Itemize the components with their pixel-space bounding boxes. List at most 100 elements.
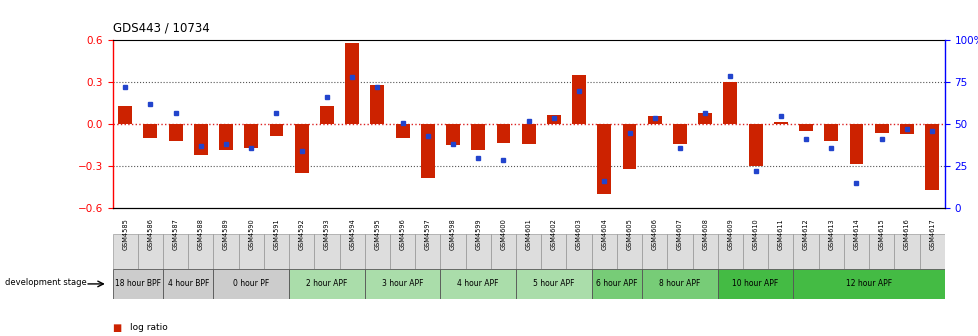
Bar xyxy=(697,113,711,124)
Text: GSM4606: GSM4606 xyxy=(651,219,657,250)
Text: GSM4617: GSM4617 xyxy=(928,219,934,250)
Bar xyxy=(792,269,944,299)
Bar xyxy=(264,234,289,269)
Text: GSM4612: GSM4612 xyxy=(802,219,808,250)
Text: 5 hour APF: 5 hour APF xyxy=(533,280,574,288)
Bar xyxy=(742,234,768,269)
Text: GDS443 / 10734: GDS443 / 10734 xyxy=(112,22,209,34)
Bar xyxy=(168,124,182,141)
Text: 4 hour BPF: 4 hour BPF xyxy=(167,280,208,288)
Bar xyxy=(339,234,365,269)
Text: GSM4597: GSM4597 xyxy=(424,219,430,250)
Text: log ratio: log ratio xyxy=(130,323,168,332)
Text: 2 hour APF: 2 hour APF xyxy=(306,280,347,288)
Bar xyxy=(691,234,717,269)
Bar xyxy=(470,124,485,150)
Text: GSM4607: GSM4607 xyxy=(676,219,683,250)
Bar xyxy=(591,269,642,299)
Bar xyxy=(918,234,944,269)
Text: GSM4601: GSM4601 xyxy=(525,219,531,250)
Bar xyxy=(773,122,787,124)
Text: 18 hour BPF: 18 hour BPF xyxy=(114,280,160,288)
Bar xyxy=(415,234,440,269)
Text: GSM4602: GSM4602 xyxy=(551,219,556,250)
Bar xyxy=(597,124,610,194)
Bar xyxy=(868,234,893,269)
Text: GSM4595: GSM4595 xyxy=(374,219,380,250)
Bar xyxy=(571,75,586,124)
Text: 0 hour PF: 0 hour PF xyxy=(233,280,269,288)
Bar xyxy=(289,234,314,269)
Bar xyxy=(496,124,510,142)
Bar xyxy=(591,234,616,269)
Text: GSM4599: GSM4599 xyxy=(474,219,481,250)
Bar xyxy=(345,43,359,124)
Text: GSM4615: GSM4615 xyxy=(878,219,884,250)
Bar xyxy=(163,269,213,299)
Text: GSM4613: GSM4613 xyxy=(827,219,833,250)
Text: GSM4610: GSM4610 xyxy=(752,219,758,250)
Bar xyxy=(823,124,837,141)
Text: GSM4600: GSM4600 xyxy=(500,219,506,250)
Bar xyxy=(818,234,843,269)
Bar xyxy=(138,234,163,269)
Bar xyxy=(893,234,918,269)
Text: ■: ■ xyxy=(112,323,121,333)
Text: development stage: development stage xyxy=(5,278,87,287)
Bar xyxy=(213,234,239,269)
Bar xyxy=(515,234,541,269)
Bar xyxy=(389,234,415,269)
Text: GSM4587: GSM4587 xyxy=(172,219,178,250)
Text: GSM4586: GSM4586 xyxy=(148,219,154,250)
Text: GSM4616: GSM4616 xyxy=(903,219,909,250)
Bar xyxy=(294,124,308,173)
Bar xyxy=(622,124,636,169)
Text: 3 hour APF: 3 hour APF xyxy=(381,280,422,288)
Bar xyxy=(521,124,535,144)
Text: 6 hour APF: 6 hour APF xyxy=(596,280,637,288)
Bar xyxy=(213,269,289,299)
Bar xyxy=(365,234,389,269)
Bar xyxy=(440,234,466,269)
Bar xyxy=(244,124,258,148)
Bar xyxy=(849,124,863,164)
Bar xyxy=(924,124,938,190)
Bar xyxy=(616,234,642,269)
Bar xyxy=(899,124,912,134)
Bar xyxy=(723,82,736,124)
Text: GSM4585: GSM4585 xyxy=(122,219,128,250)
Text: GSM4598: GSM4598 xyxy=(450,219,456,250)
Text: GSM4588: GSM4588 xyxy=(198,219,203,250)
Text: GSM4593: GSM4593 xyxy=(324,219,330,250)
Text: GSM4591: GSM4591 xyxy=(273,219,279,250)
Text: GSM4596: GSM4596 xyxy=(399,219,405,250)
Bar xyxy=(748,124,762,166)
Bar xyxy=(269,124,284,135)
Bar xyxy=(446,124,460,145)
Bar xyxy=(490,234,515,269)
Bar xyxy=(566,234,591,269)
Text: 8 hour APF: 8 hour APF xyxy=(658,280,700,288)
Bar xyxy=(547,115,560,124)
Text: GSM4590: GSM4590 xyxy=(248,219,254,250)
Text: GSM4589: GSM4589 xyxy=(223,219,229,250)
Bar xyxy=(219,124,233,150)
Bar xyxy=(768,234,792,269)
Text: GSM4611: GSM4611 xyxy=(778,219,783,250)
Bar xyxy=(642,269,717,299)
Bar xyxy=(112,269,163,299)
Bar xyxy=(515,269,591,299)
Text: GSM4604: GSM4604 xyxy=(600,219,606,250)
Bar xyxy=(798,124,812,131)
Bar xyxy=(163,234,188,269)
Text: 4 hour APF: 4 hour APF xyxy=(457,280,499,288)
Bar xyxy=(843,234,868,269)
Bar xyxy=(874,124,888,133)
Bar xyxy=(188,234,213,269)
Bar xyxy=(792,234,818,269)
Bar xyxy=(314,234,339,269)
Bar xyxy=(717,269,792,299)
Bar xyxy=(370,85,384,124)
Bar xyxy=(672,124,687,144)
Bar xyxy=(365,269,440,299)
